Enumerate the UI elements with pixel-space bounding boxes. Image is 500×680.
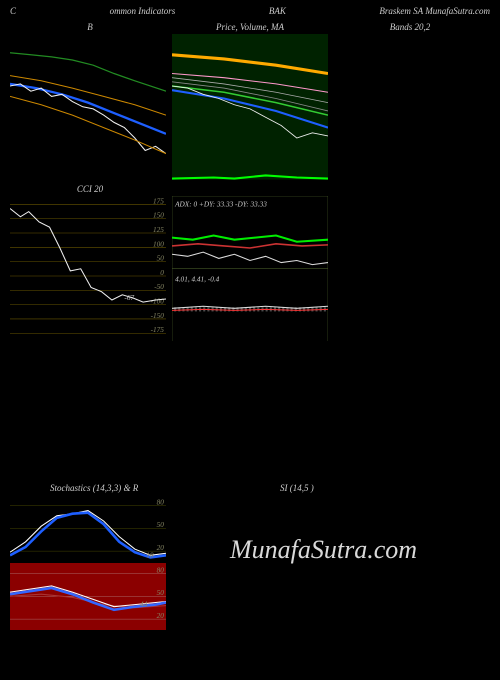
- cci-panel: 175 150 125 100 50 0 -50 -100 -150 -175 -67: [10, 196, 166, 342]
- header-cr: BAK: [269, 6, 286, 16]
- svg-text:0: 0: [160, 269, 164, 277]
- svg-text:-150: -150: [151, 311, 165, 319]
- svg-text:50: 50: [157, 589, 165, 597]
- svg-text:20: 20: [157, 544, 165, 552]
- svg-text:18: 18: [146, 552, 154, 560]
- row1-charts: [0, 34, 500, 180]
- svg-text:20: 20: [157, 612, 165, 620]
- price-panel: [10, 34, 166, 180]
- svg-text:-50: -50: [154, 283, 164, 291]
- title-bands: Bands 20,2: [330, 22, 490, 32]
- header-cl: ommon Indicators: [110, 6, 176, 16]
- bands-panel-empty: [334, 34, 490, 180]
- stoch-title: Stochastics (14,3,3) & R: [10, 483, 260, 493]
- row2-titles: CCI 20: [0, 180, 500, 196]
- stoch-panels: 80502018 80502044: [10, 495, 166, 630]
- adx-macd-panel: ADX: 0 +DY: 33.33 -DY: 33.33 4.01, 4.41, …: [172, 196, 328, 342]
- header-bar: C ommon Indicators BAK Braskem SA Munafa…: [0, 0, 500, 18]
- ma-panel: [172, 34, 328, 180]
- title-cci: CCI 20: [10, 184, 170, 194]
- title-adx: [170, 184, 330, 194]
- title-price: Price, Volume, MA: [170, 22, 330, 32]
- title-b: B: [10, 22, 170, 32]
- svg-text:100: 100: [153, 240, 164, 248]
- row2-charts: 175 150 125 100 50 0 -50 -100 -150 -175 -67 ADX: 0…: [0, 196, 500, 342]
- rsi-title: SI (14,5 ): [260, 483, 490, 493]
- svg-text:150: 150: [153, 211, 164, 219]
- row1-titles: B Price, Volume, MA Bands 20,2: [0, 18, 500, 34]
- svg-text:80: 80: [157, 566, 165, 574]
- svg-text:-67: -67: [124, 294, 134, 302]
- svg-text:-100: -100: [151, 297, 165, 305]
- svg-text:50: 50: [157, 521, 165, 529]
- svg-text:125: 125: [153, 226, 164, 234]
- svg-text:175: 175: [153, 197, 164, 205]
- svg-text:50: 50: [157, 254, 165, 262]
- svg-text:-175: -175: [151, 326, 165, 334]
- watermark: MunafaSutra.com: [230, 535, 417, 565]
- header-right: Braskem SA MunafaSutra.com: [379, 6, 490, 16]
- svg-text:ADX: 0 +DY: 33.33 -DY: 33.33: ADX: 0 +DY: 33.33 -DY: 33.33: [174, 200, 267, 208]
- svg-text:4.01, 4.41, -0.4: 4.01, 4.41, -0.4: [175, 275, 220, 283]
- svg-text:44: 44: [140, 600, 148, 608]
- svg-text:80: 80: [157, 499, 165, 507]
- header-left: C: [10, 6, 16, 16]
- stoch-titles: Stochastics (14,3,3) & R SI (14,5 ): [0, 481, 500, 495]
